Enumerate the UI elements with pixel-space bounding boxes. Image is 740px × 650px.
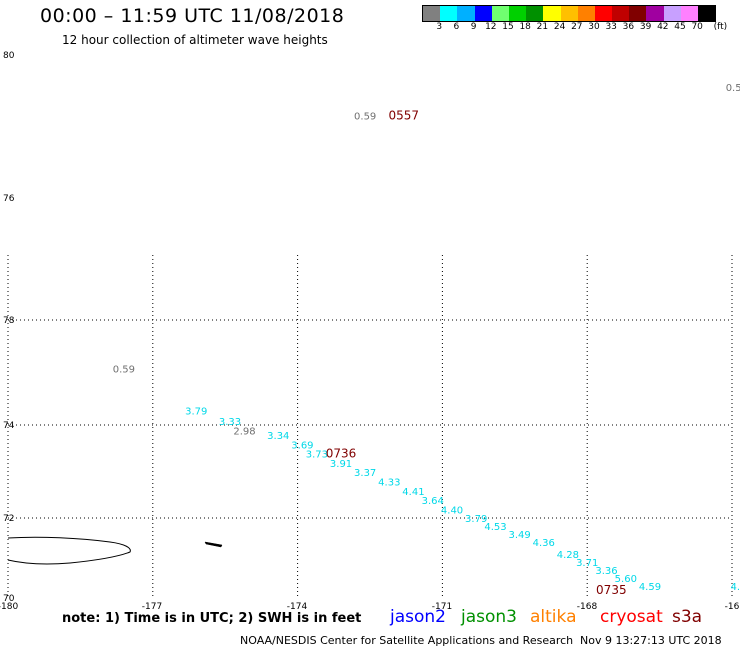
lat-tick-label: 72 (3, 514, 14, 524)
lon-tick-label: -168 (577, 602, 598, 612)
color-swatch (594, 6, 613, 21)
lat-tick-label: 70 (3, 594, 15, 604)
pass-time-label: 0735 (596, 583, 627, 597)
color-scale-tick: 21 (536, 22, 549, 32)
swh-value: 3.73 (306, 450, 328, 461)
color-scale-unit: (ft) (713, 22, 728, 32)
color-swatch (423, 6, 441, 21)
color-swatch (560, 6, 578, 21)
color-swatch (491, 6, 509, 21)
legend-s3a: s3a (672, 607, 703, 627)
color-scale-tick: 24 (553, 22, 566, 32)
color-scale-tick: 36 (622, 22, 635, 32)
swh-value: 3.79 (465, 514, 487, 525)
credit-text: NOAA/NESDIS Center for Satellite Applica… (240, 634, 574, 647)
color-scale-tick: 30 (588, 22, 600, 32)
swh-value: 3.37 (354, 468, 376, 479)
color-swatch (508, 6, 527, 21)
swh-value: 4.33 (378, 477, 400, 488)
swh-value-gray: 0.59 (354, 111, 376, 122)
color-scale-tick: 33 (605, 22, 617, 32)
color-scale-tick: 6 (453, 22, 460, 32)
color-swatch (577, 6, 595, 21)
footer-note: note: 1) Time is in UTC; 2) SWH is in fe… (62, 611, 362, 626)
swh-value: 4.59 (639, 582, 661, 593)
lat-tick-label: 76 (3, 194, 15, 204)
swh-value: 3.64 (422, 496, 444, 507)
lon-tick-label: -174 (287, 602, 308, 612)
swh-value: 3.36 (595, 566, 617, 577)
legend-cryosat: cryosat (600, 607, 663, 627)
color-swatch (474, 6, 492, 21)
lon-tick-label: -171 (432, 602, 452, 612)
swh-value-gray: 2.98 (233, 426, 255, 437)
color-swatch (646, 6, 664, 21)
color-swatch (457, 6, 475, 21)
color-scale-tick: 3 (436, 22, 443, 32)
lon-tick-label: -177 (142, 602, 162, 612)
color-scale-tick: 12 (485, 22, 497, 32)
color-swatch (663, 6, 681, 21)
swh-value: 3.71 (576, 558, 598, 569)
legend-jason2: jason2 (390, 607, 446, 627)
swh-value: 3.69 (291, 440, 313, 451)
color-scale-tick: 70 (691, 22, 703, 32)
swh-value: 4.36 (533, 538, 555, 549)
color-swatch (526, 6, 544, 21)
color-swatch (629, 6, 647, 21)
page-subtitle: 12 hour collection of altimeter wave hei… (62, 33, 328, 47)
lon-tick-label: -16 (725, 602, 740, 612)
color-swatch (680, 6, 698, 21)
pass-time-label: 0736 (326, 447, 357, 461)
color-scale-tick: 18 (519, 22, 531, 32)
swh-value: 3.34 (267, 431, 289, 442)
lat-tick-label: 78 (3, 316, 15, 326)
color-scale-tick: 45 (674, 22, 686, 32)
lat-tick-label: 80 (3, 51, 15, 61)
color-scale-tick: 15 (502, 22, 514, 32)
legend-altika: altika (530, 607, 577, 627)
color-swatch (698, 6, 716, 21)
swh-value: 3.79 (185, 407, 207, 418)
color-swatch (440, 6, 458, 21)
lon-tick-label: -180 (0, 602, 18, 612)
swh-value: 4.41 (402, 487, 424, 498)
color-scale-tick: 9 (470, 22, 477, 32)
color-scale-bar (422, 5, 717, 22)
color-scale-tick: 42 (657, 22, 669, 32)
swh-value: 3.49 (508, 530, 530, 541)
color-scale-tick: 39 (639, 22, 652, 32)
swh-value: 4.35 (731, 582, 740, 593)
color-scale-tick: 27 (571, 22, 583, 32)
swh-value: 3.91 (330, 459, 352, 470)
swh-value: 3.33 (219, 417, 241, 428)
color-swatch (543, 6, 561, 21)
swh-value-gray: 0.59 (726, 83, 740, 94)
color-scale-labels: 3 6 9 12 15 18 21 24 27 30 33 36 39 42 45 70 (ft) (422, 22, 740, 34)
timestamp-text: Nov 9 13:27:13 UTC 2018 (580, 634, 722, 647)
page-title: 00:00 – 11:59 UTC 11/08/2018 (40, 5, 345, 27)
swh-value: 4.28 (557, 550, 579, 561)
legend-jason3: jason3 (461, 607, 517, 627)
swh-value: 4.53 (484, 522, 506, 533)
color-swatch (612, 6, 630, 21)
coastline-islet (204, 541, 223, 548)
lat-tick-label: 74 (3, 421, 15, 431)
swh-value: 4.40 (441, 505, 463, 516)
swh-value-gray: 0.59 (113, 365, 135, 376)
pass-time-label: 0557 (389, 108, 420, 122)
coastline-island (7, 536, 131, 565)
swh-value: 5.60 (615, 574, 637, 585)
